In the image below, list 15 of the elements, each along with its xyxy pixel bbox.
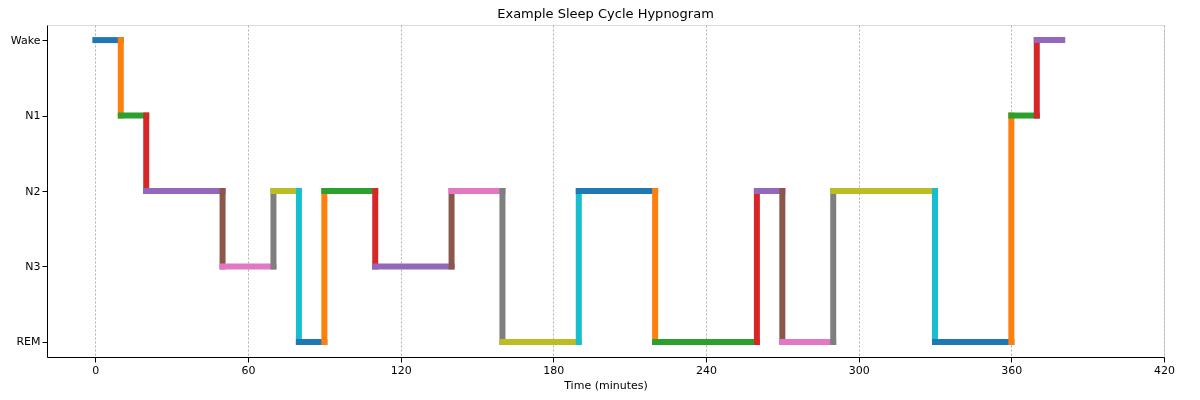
text: REM	[16, 335, 41, 349]
text: Wake	[10, 33, 41, 47]
text: N2	[25, 184, 41, 198]
x-tick-label: 60	[241, 363, 256, 377]
x-tick-label: 420	[1154, 363, 1175, 377]
x-tick-label: 0	[92, 363, 100, 377]
x-tick-label: 240	[696, 363, 717, 377]
text: N1	[25, 109, 41, 123]
x-tick-label: 120	[390, 363, 412, 377]
x-tick-label: 360	[1001, 363, 1023, 377]
x-tick-label: 180	[543, 363, 565, 377]
chart-title: Example Sleep Cycle Hypnogram	[497, 6, 714, 21]
x-axis-title: Time (minutes)	[563, 378, 648, 392]
x-tick-label: 300	[848, 363, 870, 377]
text: N3	[25, 259, 41, 273]
